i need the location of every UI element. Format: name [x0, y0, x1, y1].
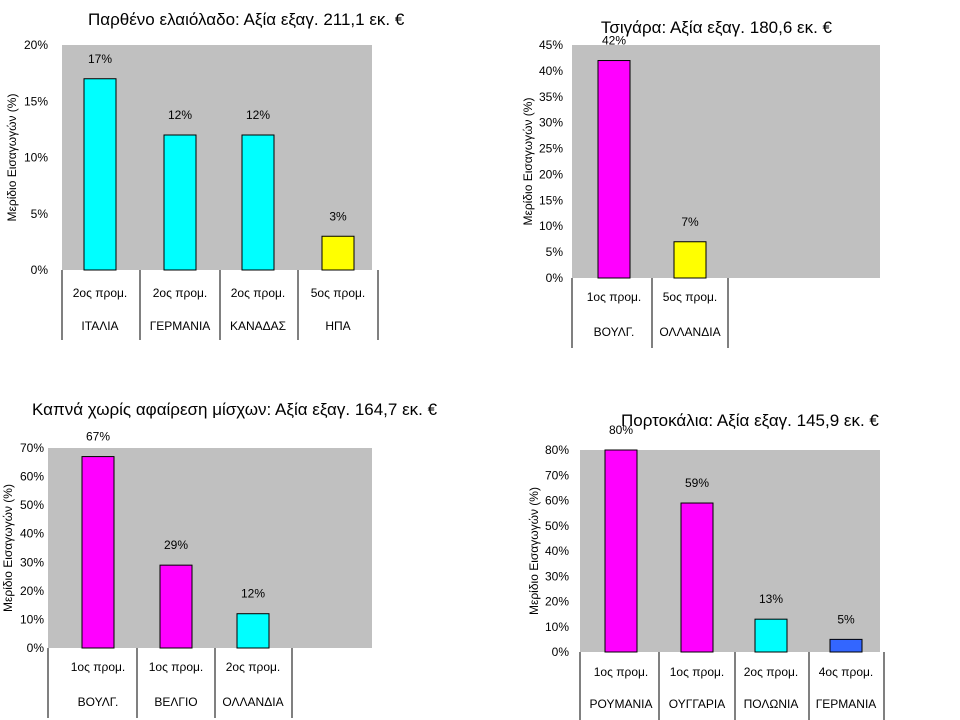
bar — [673, 241, 707, 279]
data-label: 12% — [241, 587, 265, 601]
bar — [680, 502, 714, 653]
category-label: ΒΟΥΛΓ. — [594, 325, 635, 339]
rank-label: 1ος προμ. — [670, 665, 725, 679]
rank-label: 2ος προμ. — [73, 286, 128, 300]
chart-title: Πορτοκάλια: Αξία εξαγ. 145,9 εκ. € — [621, 411, 879, 430]
category-label: ΓΕΡΜΑΝΙΑ — [816, 697, 877, 711]
bar — [829, 638, 863, 653]
y-tick-label: 10% — [545, 620, 569, 634]
y-tick-label: 80% — [545, 443, 569, 457]
data-label: 17% — [88, 52, 112, 66]
y-tick-label: 0% — [31, 263, 49, 277]
rank-label: 4ος προμ. — [819, 665, 874, 679]
y-axis-label: Μερίδιο Εισαγωγών (%) — [527, 487, 541, 615]
y-tick-label: 5% — [546, 245, 564, 259]
y-tick-label: 60% — [545, 494, 569, 508]
bar — [754, 618, 788, 653]
category-label: ΒΟΥΛΓ. — [78, 695, 119, 709]
y-tick-label: 70% — [545, 468, 569, 482]
bar — [83, 78, 117, 271]
data-label: 3% — [329, 209, 347, 223]
y-tick-label: 30% — [539, 116, 563, 130]
data-label: 7% — [681, 215, 699, 229]
data-label: 5% — [837, 612, 855, 626]
y-tick-label: 15% — [539, 193, 563, 207]
category-label: ΒΕΛΓΙΟ — [154, 695, 197, 709]
category-label: ΟΛΛΑΝΔΙΑ — [222, 695, 283, 709]
rank-label: 2ος προμ. — [153, 286, 208, 300]
bar — [81, 456, 115, 649]
chart-title: Παρθένο ελαιόλαδο: Αξία εξαγ. 211,1 εκ. … — [88, 10, 405, 29]
data-label: 59% — [685, 476, 709, 490]
y-tick-label: 10% — [24, 151, 48, 165]
bar — [163, 134, 197, 271]
y-tick-label: 30% — [20, 555, 44, 569]
category-label: ΚΑΝΑΔΑΣ — [230, 319, 286, 333]
bar — [236, 613, 270, 649]
data-label: 67% — [86, 430, 110, 444]
rank-label: 5ος προμ. — [311, 286, 366, 300]
category-label: ΓΕΡΜΑΝΙΑ — [150, 319, 211, 333]
data-label: 12% — [246, 108, 270, 122]
y-tick-label: 40% — [545, 544, 569, 558]
bar — [159, 564, 193, 649]
data-label: 29% — [164, 538, 188, 552]
y-tick-label: 40% — [20, 527, 44, 541]
y-tick-label: 25% — [539, 142, 563, 156]
y-tick-label: 5% — [31, 207, 49, 221]
chart-title: Τσιγάρα: Αξία εξαγ. 180,6 εκ. € — [601, 18, 833, 37]
category-label: ΟΥΓΓΑΡΙΑ — [669, 697, 725, 711]
category-label: ΟΛΛΑΝΔΙΑ — [659, 325, 720, 339]
y-tick-label: 20% — [24, 38, 48, 52]
y-tick-label: 0% — [552, 645, 570, 659]
bar — [597, 60, 631, 279]
y-tick-label: 20% — [539, 167, 563, 181]
y-tick-label: 50% — [20, 498, 44, 512]
data-label: 80% — [609, 423, 633, 437]
y-axis-label: Μερίδιο Εισαγωγών (%) — [1, 484, 15, 612]
rank-label: 5ος προμ. — [663, 290, 718, 304]
y-tick-label: 0% — [546, 271, 564, 285]
y-axis-label: Μερίδιο Εισαγωγών (%) — [521, 98, 535, 226]
y-tick-label: 10% — [20, 612, 44, 626]
y-tick-label: 10% — [539, 219, 563, 233]
y-tick-label: 50% — [545, 519, 569, 533]
rank-label: 2ος προμ. — [226, 660, 281, 674]
bar — [321, 235, 355, 271]
data-label: 12% — [168, 108, 192, 122]
y-tick-label: 0% — [27, 641, 45, 655]
y-tick-label: 20% — [20, 584, 44, 598]
y-axis-label: Μερίδιο Εισαγωγών (%) — [5, 94, 19, 222]
category-label: ΡΟΥΜΑΝΙΑ — [590, 697, 653, 711]
y-tick-label: 15% — [24, 94, 48, 108]
category-label: ΙΤΑΛΙΑ — [81, 319, 118, 333]
category-label: ΗΠΑ — [325, 319, 350, 333]
rank-label: 1ος προμ. — [149, 660, 204, 674]
bar — [241, 134, 275, 271]
y-tick-label: 30% — [545, 569, 569, 583]
data-label: 13% — [759, 592, 783, 606]
chart-title: Καπνά χωρίς αφαίρεση μίσχων: Αξία εξαγ. … — [32, 400, 438, 419]
y-tick-label: 70% — [20, 441, 44, 455]
rank-label: 1ος προμ. — [594, 665, 649, 679]
y-tick-label: 40% — [539, 64, 563, 78]
rank-label: 1ος προμ. — [587, 290, 642, 304]
y-tick-label: 35% — [539, 90, 563, 104]
category-label: ΠΟΛΩΝΙΑ — [744, 697, 799, 711]
y-tick-label: 45% — [539, 38, 563, 52]
rank-label: 1ος προμ. — [71, 660, 126, 674]
bar — [604, 449, 638, 653]
y-tick-label: 60% — [20, 470, 44, 484]
rank-label: 2ος προμ. — [744, 665, 799, 679]
rank-label: 2ος προμ. — [231, 286, 286, 300]
data-label: 42% — [602, 34, 626, 48]
y-tick-label: 20% — [545, 595, 569, 609]
